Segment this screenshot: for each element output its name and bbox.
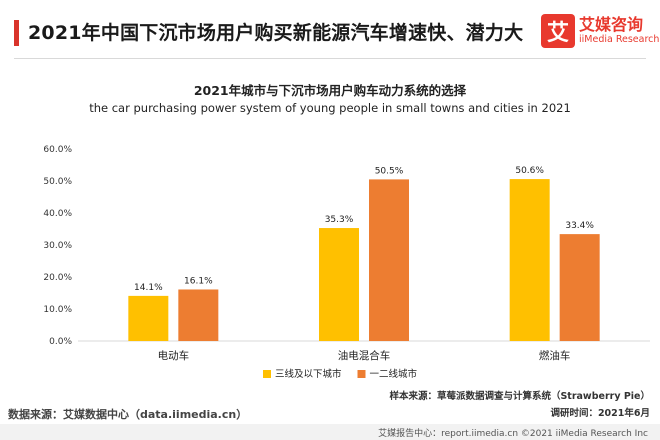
bar (178, 289, 219, 341)
x-tick-label: 油电混合车 (338, 349, 391, 362)
footer-bar: 艾媒报告中心：report.iimedia.cn ©2021 iiMedia R… (0, 424, 660, 440)
legend-label: 一二线城市 (370, 368, 418, 380)
data-label: 50.5% (375, 166, 404, 176)
footer-text: 艾媒报告中心：report.iimedia.cn ©2021 iiMedia R… (378, 428, 648, 439)
page-title: 2021年中国下沉市场用户购买新能源汽车增速快、潜力大 (28, 22, 524, 44)
y-tick-label: 50.0% (43, 177, 72, 187)
y-tick-label: 40.0% (43, 209, 72, 219)
y-tick-label: 30.0% (43, 241, 72, 251)
survey-time: 调研时间：2021年6月 (550, 408, 650, 419)
sample-info: 样本来源：草莓派数据调查与计算系统（Strawberry Pie） 调研时间：2… (389, 388, 650, 422)
sample-source: 样本来源：草莓派数据调查与计算系统（Strawberry Pie） (389, 391, 650, 402)
x-tick-label: 电动车 (158, 349, 190, 362)
chart-subtitle: the car purchasing power system of young… (89, 101, 571, 115)
data-label: 35.3% (325, 215, 354, 225)
brand-logo: 艾 艾媒咨询 iiMedia Research (541, 14, 659, 48)
data-label: 33.4% (565, 221, 594, 231)
data-source: 数据来源：艾媒数据中心（data.iimedia.cn） (8, 408, 248, 421)
logo-cn: 艾媒咨询 (579, 15, 644, 34)
legend-label: 三线及以下城市 (275, 368, 342, 380)
data-label: 50.6% (515, 166, 544, 176)
y-tick-label: 60.0% (43, 145, 72, 155)
data-label: 14.1% (134, 283, 163, 293)
logo-text: 艾媒咨询 iiMedia Research (579, 16, 659, 46)
y-tick-label: 10.0% (43, 305, 72, 315)
logo-mark: 艾 (541, 14, 575, 48)
data-label: 16.1% (184, 276, 213, 286)
x-tick-label: 燃油车 (539, 349, 571, 362)
header-accent-bar (14, 20, 19, 46)
bar (559, 234, 600, 341)
bar (509, 179, 550, 341)
page-header: 2021年中国下沉市场用户购买新能源汽车增速快、潜力大 艾 艾媒咨询 iiMed… (0, 0, 660, 62)
y-tick-label: 20.0% (43, 273, 72, 283)
y-tick-label: 0.0% (49, 337, 72, 347)
chart-title: 2021年城市与下沉市场用户购车动力系统的选择 (193, 83, 467, 98)
header-divider (14, 58, 646, 59)
bar (369, 179, 409, 341)
bar (319, 228, 359, 341)
legend-swatch (263, 370, 271, 378)
bar (128, 295, 169, 341)
legend-swatch (357, 370, 366, 378)
logo-en: iiMedia Research (579, 34, 660, 45)
